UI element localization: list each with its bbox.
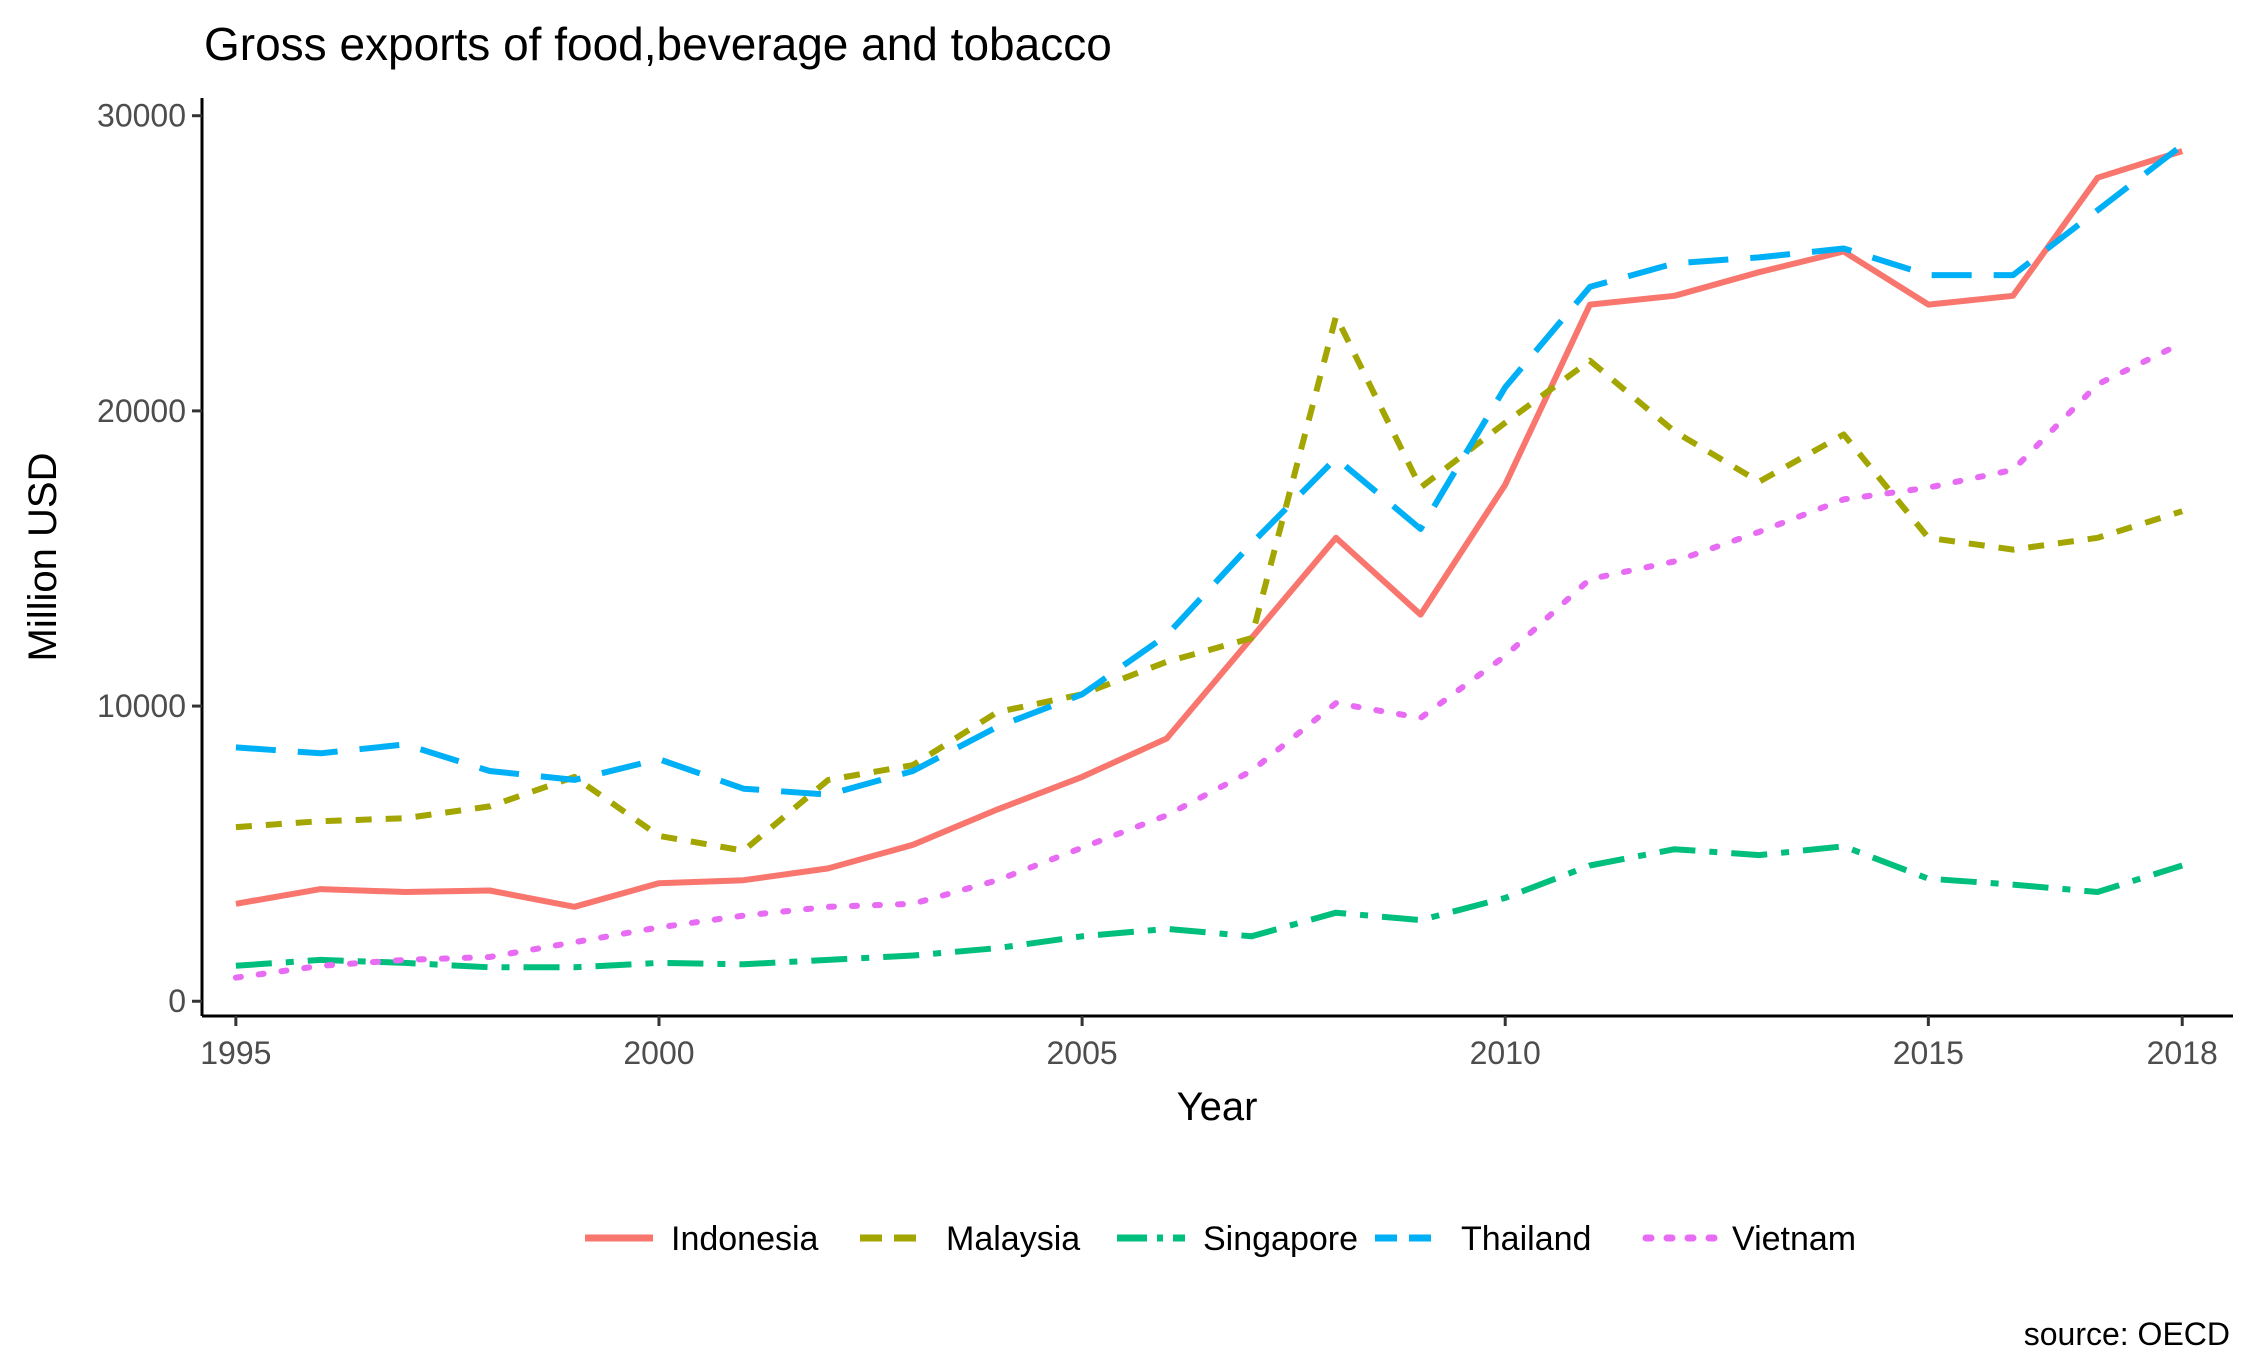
legend-label-singapore: Singapore: [1203, 1220, 1358, 1258]
legend-label-indonesia: Indonesia: [671, 1220, 819, 1258]
x-tick-label: 1995: [200, 1035, 271, 1071]
legend-item-malaysia: Malaysia: [860, 1220, 1080, 1258]
y-tick-label: 20000: [97, 393, 186, 429]
x-tick-label: 2018: [2147, 1035, 2218, 1071]
legend-item-thailand: Thailand: [1375, 1220, 1591, 1258]
x-tick-label: 2005: [1047, 1035, 1118, 1071]
y-tick-label: 30000: [97, 98, 186, 134]
x-tick-label: 2015: [1893, 1035, 1964, 1071]
legend-item-vietnam: Vietnam: [1642, 1220, 1856, 1258]
legend-label-vietnam: Vietnam: [1732, 1220, 1856, 1258]
y-axis-title: Million USD: [21, 453, 65, 662]
series-line-thailand: [235, 142, 2185, 798]
x-tick-label: 2000: [623, 1035, 694, 1071]
x-axis-title: Year: [1177, 1085, 1258, 1129]
series-line-indonesia: [235, 148, 2184, 910]
chart-title: Gross exports of food,beverage and tobac…: [204, 18, 1112, 70]
x-axis-ticks: 1995 2000 2005 2010 2015 2018: [200, 1016, 2218, 1071]
legend-item-indonesia: Indonesia: [585, 1220, 819, 1258]
series-line-vietnam: [232, 340, 2186, 981]
source-caption: source: OECD: [2024, 1316, 2230, 1352]
legend-item-singapore: Singapore: [1117, 1220, 1358, 1258]
legend-label-thailand: Thailand: [1461, 1220, 1591, 1258]
series-lines: [232, 142, 2186, 981]
series-line-singapore: [235, 843, 2184, 971]
plot-area: 0 10000 20000 30000 1995 2000 2005 2010 2015 201…: [97, 98, 2233, 1071]
y-tick-label: 10000: [97, 688, 186, 724]
y-axis-ticks: 0 10000 20000 30000: [97, 98, 202, 1019]
legend: Indonesia Malaysia Singapore Thailand Vietna…: [585, 1220, 1856, 1258]
x-tick-label: 2010: [1470, 1035, 1541, 1071]
y-tick-label: 0: [168, 983, 186, 1019]
series-line-malaysia: [235, 313, 2184, 854]
legend-label-malaysia: Malaysia: [946, 1220, 1080, 1258]
